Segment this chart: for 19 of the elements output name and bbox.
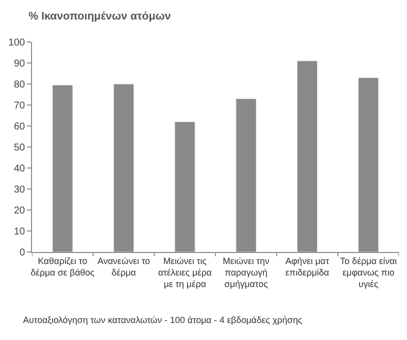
y-tick-label: 40 (14, 164, 26, 174)
x-tick-label: Αφήνει ματ επιδερμίδα (285, 256, 330, 278)
x-tick-label: Μειώνει την παραγωγή σμήγματος (222, 256, 270, 290)
y-tick-label: 90 (14, 58, 26, 70)
x-tick-label: Καθαρίζει το δέρμα σε βάθος (30, 256, 96, 278)
x-tick-label: Ανανεώνει το δέρμα (97, 256, 150, 278)
y-tick-label: 30 (14, 184, 26, 196)
y-tick-label: 50 (14, 142, 26, 154)
y-tick-label: 10 (14, 226, 26, 238)
x-tick-label: Το δέρμα είναι εμφανως πιο υγιές (340, 256, 397, 290)
y-tick-label: 70 (14, 100, 26, 112)
x-tick-label: Μειώνει τις ατέλειες μέρα με τη μέρα (158, 256, 212, 290)
chart-title: % Ικανοποιημένων ατόμων (28, 10, 171, 23)
y-tick-label: 0 (19, 248, 26, 258)
text: Αυτοαξιολόγηση των καταναλωτών - 100 άτομα - 4 εβδομάδες χρήσης (23, 315, 303, 325)
y-tick-label: 100 (8, 38, 26, 48)
y-tick-label: 20 (14, 206, 26, 216)
y-tick-label: 60 (14, 122, 26, 132)
y-tick-label: 80 (14, 80, 26, 90)
